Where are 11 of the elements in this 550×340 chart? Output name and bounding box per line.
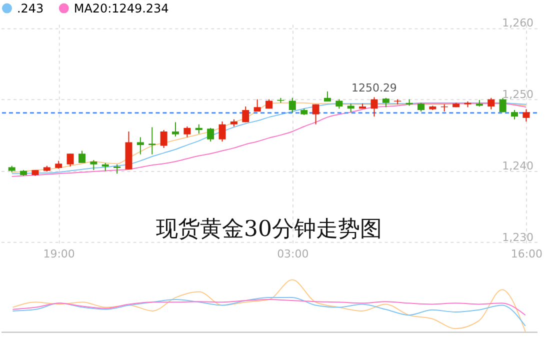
x-tick-label: 19:00 xyxy=(43,247,75,260)
x-tick-label: 16:00 xyxy=(510,247,543,260)
x-tick-label: 03:00 xyxy=(277,247,309,260)
y-tick-label: 1,250 xyxy=(502,88,534,101)
text: 现货黄金30分钟走势图 xyxy=(156,216,382,242)
y-tick-label: 1,240 xyxy=(502,159,534,172)
y-tick-label: 1,230 xyxy=(502,230,534,244)
legend-label: MA20:1249.234 xyxy=(74,1,169,16)
annotation: 1250.29 xyxy=(352,81,397,94)
legend-label: .243 xyxy=(16,1,44,16)
y-tick-label: 1,260 xyxy=(502,16,534,30)
